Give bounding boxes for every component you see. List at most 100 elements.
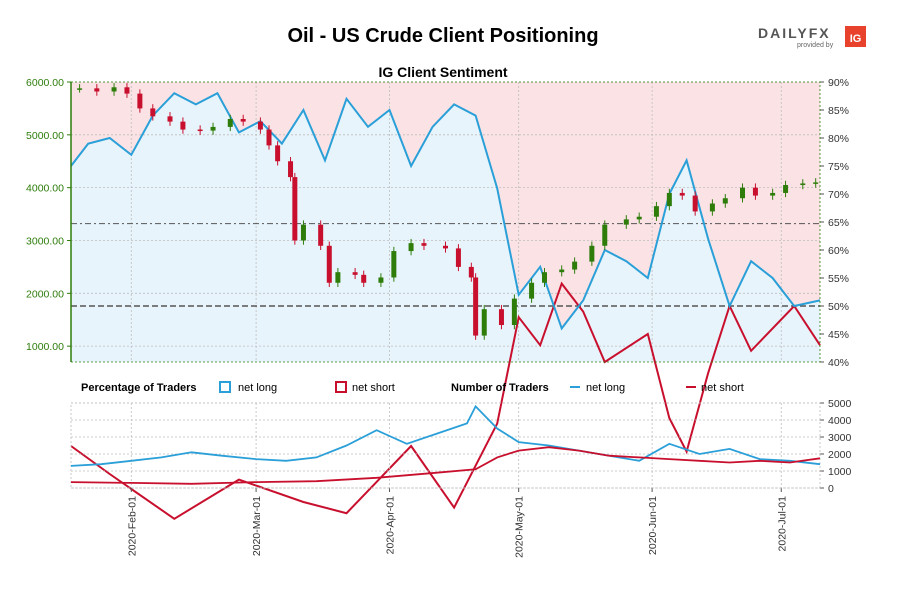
price-candle [94, 88, 100, 92]
legend-pct-short-label: net short [352, 382, 395, 394]
pct-tick-label: 40% [828, 357, 849, 369]
traders-tick-label: 2000 [828, 449, 852, 461]
price-candle [542, 272, 548, 283]
chart-title: Oil - US Crude Client Positioning [287, 25, 598, 47]
traders-tick-label: 3000 [828, 432, 852, 444]
date-tick-label: 2020-May-01 [514, 496, 526, 558]
ig-logo-mark [845, 26, 866, 47]
long-zone-fill [71, 93, 820, 362]
pct-tick-label: 90% [828, 77, 849, 89]
sentiment-subtitle: IG Client Sentiment [378, 64, 507, 80]
price-candle [455, 248, 461, 267]
price-candle [124, 87, 130, 94]
price-candle [378, 277, 384, 283]
legend-num-long-label: net long [586, 382, 625, 394]
price-candle [783, 185, 789, 193]
price-tick-label: 1000.00 [26, 341, 64, 353]
date-tick-label: 2020-Apr-01 [385, 496, 397, 555]
price-candle [529, 282, 535, 299]
price-candle [408, 243, 414, 252]
date-tick-label: 2020-Feb-01 [126, 496, 138, 556]
price-candle [167, 116, 173, 122]
legend-number-label: Number of Traders [451, 382, 549, 394]
legend: Percentage of Traders net long net short… [81, 381, 744, 394]
date-tick-label: 2020-Mar-01 [251, 496, 263, 556]
date-tick-label: 2020-Jun-01 [647, 496, 659, 555]
legend-pct-long-swatch [219, 381, 231, 393]
price-candle [421, 243, 427, 246]
ig-logo-text: IG [850, 33, 862, 45]
traders-net-short-line [70, 446, 821, 485]
legend-pct-short-swatch [335, 381, 347, 393]
net-short-pct-line [70, 281, 821, 520]
price-candle [572, 261, 578, 270]
pct-tick-label: 85% [828, 105, 849, 117]
pct-tick-label: 80% [828, 133, 849, 145]
price-candle [800, 183, 806, 186]
price-candle [498, 309, 504, 326]
price-candle [300, 224, 306, 241]
price-candle [589, 245, 595, 262]
price-tick-label: 5000.00 [26, 130, 64, 142]
pct-tick-label: 70% [828, 189, 849, 201]
pct-tick-label: 50% [828, 301, 849, 313]
dailyfx-logo: DAILYFX provided by IG [758, 25, 866, 49]
price-tick-label: 6000.00 [26, 77, 64, 89]
price-candle [666, 192, 672, 207]
price-candle [275, 145, 281, 162]
price-candle [813, 182, 819, 184]
legend-num-short-label: net short [701, 382, 744, 394]
sentiment-panel: 6000.00 5000.00 4000.00 3000.00 2000.00 1000.… [26, 77, 849, 520]
price-tick-label: 2000.00 [26, 288, 64, 300]
price-candle [443, 245, 448, 249]
legend-pct-long-label: net long [238, 382, 277, 394]
price-tick-label: 3000.00 [26, 235, 64, 247]
price-candle [227, 118, 233, 127]
price-candle [352, 272, 358, 275]
price-candle [210, 126, 216, 131]
price-candle [473, 277, 479, 336]
price-candle [602, 224, 608, 246]
traders-frame [70, 402, 821, 489]
price-candle [257, 121, 263, 130]
price-candle [240, 118, 246, 122]
price-candle [709, 203, 715, 212]
traders-net-long-line [70, 404, 821, 467]
date-tick-label: 2020-Jul-01 [776, 496, 788, 552]
pct-tick-label: 45% [828, 329, 849, 341]
price-candle [288, 161, 294, 178]
pct-tick-label: 60% [828, 245, 849, 257]
price-candle [335, 272, 341, 283]
traders-panel: 5000 4000 3000 2000 1000 0 2020-Feb-01 2020-Mar… [70, 398, 852, 558]
logo-sub: provided by [797, 42, 834, 49]
price-candle [361, 274, 367, 283]
price-candle [292, 177, 298, 241]
price-candle [679, 192, 685, 196]
price-candle [752, 187, 758, 196]
pct-tick-label: 55% [828, 273, 849, 285]
price-candle [481, 309, 487, 336]
price-candle [511, 298, 517, 326]
price-candle [180, 121, 186, 130]
traders-tick-label: 4000 [828, 415, 852, 427]
traders-tick-label: 5000 [828, 398, 852, 410]
logo-brand: DAILYFX [758, 25, 831, 41]
price-candle [197, 129, 203, 132]
legend-percentage-label: Percentage of Traders [81, 382, 197, 394]
price-candle [722, 198, 728, 204]
price-candle [770, 192, 776, 196]
price-candle [266, 129, 272, 146]
price-candle [468, 266, 474, 278]
traders-tick-label: 1000 [828, 466, 852, 478]
pct-tick-label: 65% [828, 217, 849, 229]
price-candle [111, 87, 117, 92]
price-candle [77, 88, 83, 90]
price-candle [150, 108, 156, 117]
price-candle [326, 245, 332, 283]
price-candle [653, 206, 659, 217]
price-candle [692, 195, 698, 212]
traders-tick-label: 0 [828, 483, 834, 495]
pct-tick-label: 75% [828, 161, 849, 173]
price-tick-label: 4000.00 [26, 183, 64, 195]
